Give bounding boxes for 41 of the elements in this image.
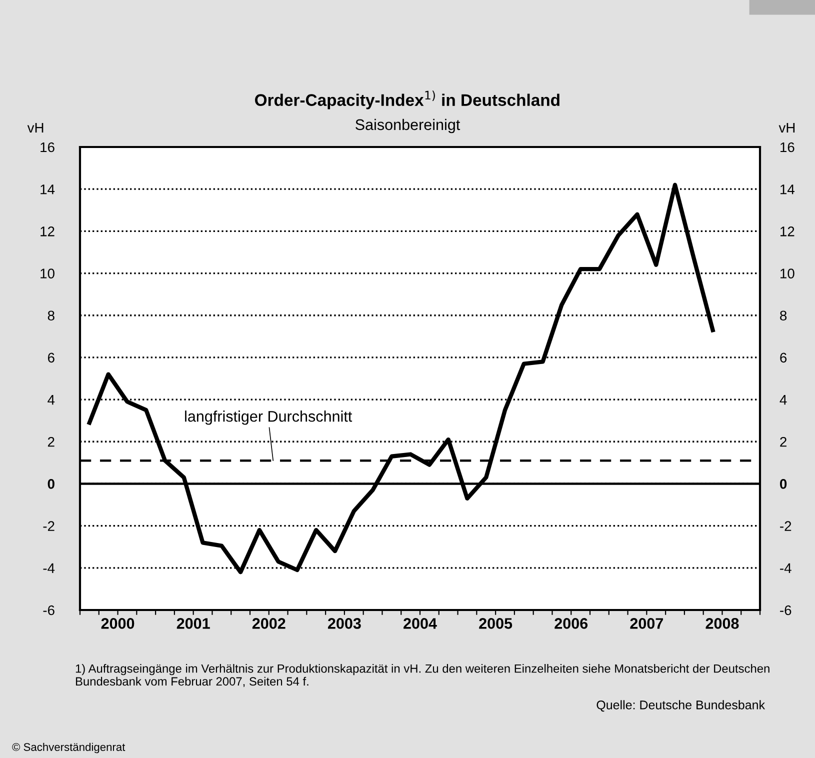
y2-axis-title: vH <box>778 122 795 133</box>
y2-tick-label: 14 <box>780 184 794 194</box>
y-tick-label: 0 <box>48 479 54 489</box>
text: © Sachverständigenrat <box>12 742 126 754</box>
y-tick-label: -6 <box>43 605 54 616</box>
y2-tick-label: 4 <box>780 395 787 405</box>
x-tick-label: 2006 <box>554 618 588 629</box>
y2-tick-label: -2 <box>780 521 792 531</box>
y-tick-label: 12 <box>40 226 54 236</box>
y2-tick-label: 0 <box>780 479 787 489</box>
source-note: Quelle: Deutsche Bundesbank <box>596 700 766 712</box>
y-tick-label: 10 <box>40 268 54 278</box>
y-tick-label: -4 <box>43 563 55 573</box>
y-tick-label: 4 <box>48 395 55 405</box>
chart-title: Order-Capacity-Index$^{1)}$ in Deutschland <box>255 90 560 110</box>
chart-subtitle: Saisonbereinigt <box>356 118 460 134</box>
y2-tick-label: 6 <box>780 352 787 363</box>
x-tick-label: 2005 <box>479 618 512 629</box>
y2-tick-label: 8 <box>780 310 787 321</box>
x-tick-label: 2002 <box>252 618 286 629</box>
y-tick-label: 6 <box>48 352 54 363</box>
y2-tick-label: 2 <box>780 436 786 447</box>
x-tick-label: 2004 <box>404 618 437 629</box>
y2-tick-label: 12 <box>780 226 794 236</box>
y-axis-title: vH <box>27 122 44 133</box>
x-tick-label: 2000 <box>101 618 134 629</box>
ref-line-label: langfristiger Durchschnitt <box>185 410 352 425</box>
y2-tick-label: 16 <box>780 142 794 152</box>
x-tick-label: 2008 <box>706 618 739 629</box>
y-tick-label: 16 <box>40 142 54 152</box>
y-tick-label: 8 <box>48 310 54 321</box>
x-tick-label: 2001 <box>176 618 210 629</box>
text: 1) Auftragseingänge im Verhältnis zur Produktionskapazität in vH. Zu den weiteren Einzelheiten siehe Monatsbericht der Deutschen Bundesbank vom Februar 2007, Seiten 54 f. <box>76 664 770 688</box>
y2-tick-label: -4 <box>780 563 792 573</box>
x-tick-label: 2003 <box>328 618 361 629</box>
y-tick-label: 2 <box>48 436 54 447</box>
y2-tick-label: 10 <box>780 268 794 278</box>
y2-tick-label: -6 <box>780 605 792 616</box>
y-tick-label: 14 <box>40 184 55 194</box>
x-tick-label: 2007 <box>630 618 663 629</box>
y-tick-label: -2 <box>43 521 54 531</box>
